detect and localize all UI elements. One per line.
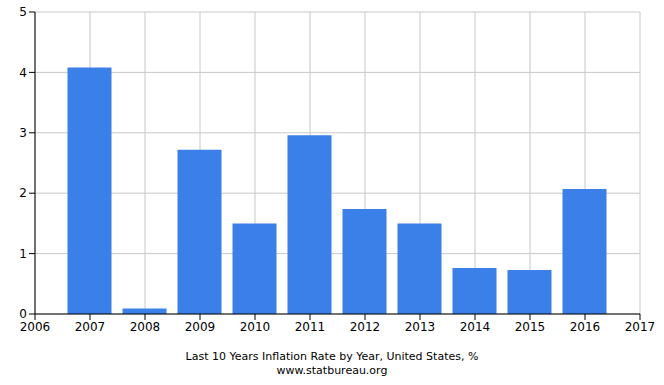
svg-text:2011: 2011 xyxy=(295,320,326,334)
svg-text:2010: 2010 xyxy=(240,320,271,334)
svg-text:2016: 2016 xyxy=(570,320,601,334)
svg-text:2007: 2007 xyxy=(75,320,106,334)
svg-text:2008: 2008 xyxy=(130,320,161,334)
svg-text:1: 1 xyxy=(19,247,27,261)
svg-text:2014: 2014 xyxy=(460,320,491,334)
html-text:www.statbureau.org: www.statbureau.org xyxy=(276,364,388,377)
svg-text:2009: 2009 xyxy=(185,320,216,334)
svg-text:2006: 2006 xyxy=(20,320,51,334)
svg-text:2: 2 xyxy=(19,186,27,200)
svg-text:2012: 2012 xyxy=(350,320,381,334)
html-text:Last 10 Years Inflation Rate b: Last 10 Years Inflation Rate by Year, Un… xyxy=(185,350,479,363)
svg-text:0: 0 xyxy=(19,307,27,321)
svg-text:2015: 2015 xyxy=(515,320,546,334)
svg-text:2017: 2017 xyxy=(625,320,656,334)
svg-text:2013: 2013 xyxy=(405,320,436,334)
svg-text:3: 3 xyxy=(19,126,27,140)
svg-text:5: 5 xyxy=(19,5,27,19)
svg-text:4: 4 xyxy=(19,66,27,80)
